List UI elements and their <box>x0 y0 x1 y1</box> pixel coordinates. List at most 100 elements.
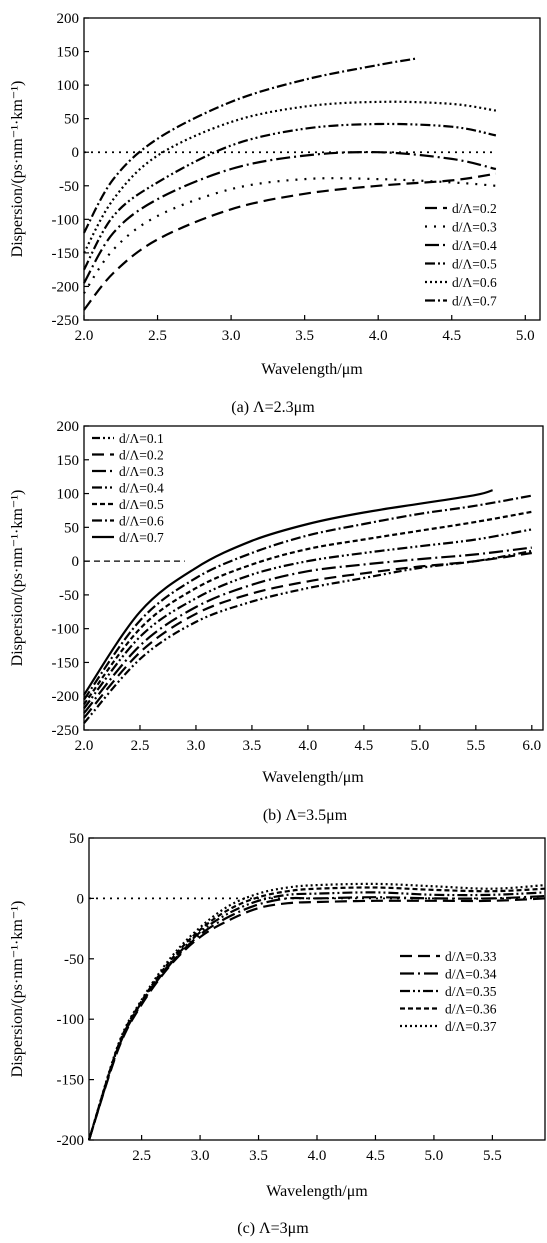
y-ticks: 200 150 100 50 0 -50 -100 -150 -200 -250 <box>52 419 89 739</box>
y-tick-label: 100 <box>57 487 80 503</box>
series-line <box>83 100 497 254</box>
legend-label: d/Λ=0.34 <box>445 967 497 982</box>
y-tick-label: 50 <box>64 112 79 128</box>
legend: d/Λ=0.2 d/Λ=0.3 d/Λ=0.4 d/Λ=0.5 d/Λ=0.6 d/Λ=0… <box>425 201 497 309</box>
series-line <box>83 172 497 311</box>
legend-label: d/Λ=0.3 <box>452 220 497 235</box>
x-tick-label: 5.0 <box>516 328 535 344</box>
series-line <box>83 546 532 714</box>
legend: d/Λ=0.33 d/Λ=0.34 d/Λ=0.35 d/Λ=0.36 d/Λ=0.37 <box>400 949 497 1034</box>
caption: (c) Λ=3μm <box>237 1220 309 1237</box>
legend-label: d/Λ=0.36 <box>445 1002 497 1017</box>
series-line <box>87 897 546 1141</box>
x-tick-label: 2.5 <box>132 1148 151 1164</box>
y-tick-label: 150 <box>57 453 80 469</box>
series-lines <box>83 489 532 724</box>
y-tick-label: -100 <box>57 1012 85 1028</box>
x-tick-label: 4.5 <box>442 328 461 344</box>
y-tick-label: 50 <box>64 520 79 536</box>
x-ticks: 2.5 3.0 3.5 4.0 4.5 5.0 5.5 <box>132 1135 502 1164</box>
x-tick-label: 4.0 <box>308 1148 327 1164</box>
y-tick-label: 0 <box>72 554 80 570</box>
caption: (a) Λ=2.3μm <box>231 399 315 416</box>
x-ticks: 2.0 2.5 3.0 3.5 4.0 4.5 5.0 5.5 6.0 <box>75 725 541 754</box>
y-tick-label: -250 <box>52 313 80 329</box>
legend-label: d/Λ=0.1 <box>119 431 164 446</box>
series-line <box>83 510 532 705</box>
x-tick-label: 5.5 <box>466 738 485 754</box>
legend-label: d/Λ=0.6 <box>452 275 497 290</box>
x-axis-label: Wavelength/μm <box>266 1183 368 1200</box>
chart-panel-c: 50 0 -50 -100 -150 -200 2.5 3.0 3.5 4.0 4.5 5.0 5.5… <box>9 831 546 1237</box>
x-tick-label: 2.5 <box>131 738 150 754</box>
chart-panel-a: 200 150 100 50 0 -50 -100 -150 -200 -250 2.0 2.5 3.… <box>9 11 541 416</box>
x-tick-label: 5.5 <box>483 1148 502 1164</box>
y-tick-label: -50 <box>59 179 79 195</box>
legend-label: d/Λ=0.33 <box>445 949 497 964</box>
legend: d/Λ=0.1 d/Λ=0.2d/Λ=0.3 d/Λ=0.4d/Λ=0.5 d/Λ=0… <box>92 431 164 545</box>
x-ticks: 2.0 2.5 3.0 3.5 4.0 4.5 5.0 <box>75 315 535 344</box>
legend-label: d/Λ=0.2 <box>452 201 497 216</box>
y-tick-label: -100 <box>52 622 80 638</box>
series-line <box>83 528 532 710</box>
x-tick-label: 3.0 <box>187 738 206 754</box>
x-axis-label: Wavelength/μm <box>261 361 363 378</box>
chart-panel-b: 200 150 100 50 0 -50 -100 -150 -200 -250 2.0 2.5 3.… <box>9 419 544 824</box>
series-line <box>83 494 532 701</box>
series-lines <box>87 882 546 1141</box>
x-tick-label: 6.0 <box>522 738 541 754</box>
legend-label: d/Λ=0.7 <box>119 530 164 545</box>
y-ticks: 200 150 100 50 0 -50 -100 -150 -200 -250 <box>52 11 89 329</box>
x-axis-label: Wavelength/μm <box>262 769 364 786</box>
legend-label: d/Λ=0.2 <box>119 448 164 463</box>
series-line <box>83 549 532 724</box>
x-tick-label: 4.0 <box>299 738 318 754</box>
x-tick-label: 2.0 <box>75 328 94 344</box>
series-line <box>87 894 546 1141</box>
legend-label: d/Λ=0.37 <box>445 1019 497 1034</box>
y-tick-label: 0 <box>72 145 80 161</box>
plot-frame <box>83 17 541 321</box>
y-tick-label: -200 <box>57 1133 85 1149</box>
y-tick-label: -100 <box>52 212 80 228</box>
y-tick-label: 50 <box>69 831 84 847</box>
x-tick-label: 5.0 <box>425 1148 444 1164</box>
x-tick-label: 5.0 <box>410 738 429 754</box>
legend-label: d/Λ=0.6 <box>119 514 164 529</box>
x-tick-label: 3.5 <box>295 328 314 344</box>
x-tick-label: 4.5 <box>366 1148 385 1164</box>
x-tick-label: 3.0 <box>191 1148 210 1164</box>
series-line <box>83 489 493 696</box>
y-tick-label: -150 <box>57 1073 85 1089</box>
legend-label: d/Λ=0.4 <box>452 238 497 253</box>
series-line <box>83 57 419 234</box>
y-ticks: 50 0 -50 -100 -150 -200 <box>57 831 94 1149</box>
y-tick-label: -200 <box>52 689 80 705</box>
plot-frame <box>83 425 544 731</box>
legend-label: d/Λ=0.5 <box>452 257 497 272</box>
x-tick-label: 3.0 <box>222 328 241 344</box>
series-line <box>83 551 532 719</box>
series-line <box>83 150 497 284</box>
x-tick-label: 2.5 <box>148 328 167 344</box>
legend-label: d/Λ=0.3 <box>119 464 164 479</box>
series-lines <box>83 57 497 311</box>
y-tick-label: -200 <box>52 279 80 295</box>
x-tick-label: 3.5 <box>249 1148 268 1164</box>
y-tick-label: 200 <box>57 419 80 435</box>
legend-label: d/Λ=0.4 <box>119 481 164 496</box>
legend-label: d/Λ=0.7 <box>452 294 497 309</box>
legend-label: d/Λ=0.35 <box>445 984 497 999</box>
y-tick-label: -150 <box>52 655 80 671</box>
y-tick-label: -150 <box>52 246 80 262</box>
y-tick-label: -250 <box>52 723 80 739</box>
y-tick-label: 100 <box>57 78 80 94</box>
y-tick-label: -50 <box>64 952 84 968</box>
x-tick-label: 4.0 <box>369 328 388 344</box>
y-axis-label: Dispersion/(ps·nm⁻¹·km⁻¹) <box>9 490 26 667</box>
caption: (b) Λ=3.5μm <box>263 807 348 824</box>
x-tick-label: 2.0 <box>75 738 94 754</box>
y-tick-label: -50 <box>59 588 79 604</box>
legend-label: d/Λ=0.5 <box>119 497 164 512</box>
